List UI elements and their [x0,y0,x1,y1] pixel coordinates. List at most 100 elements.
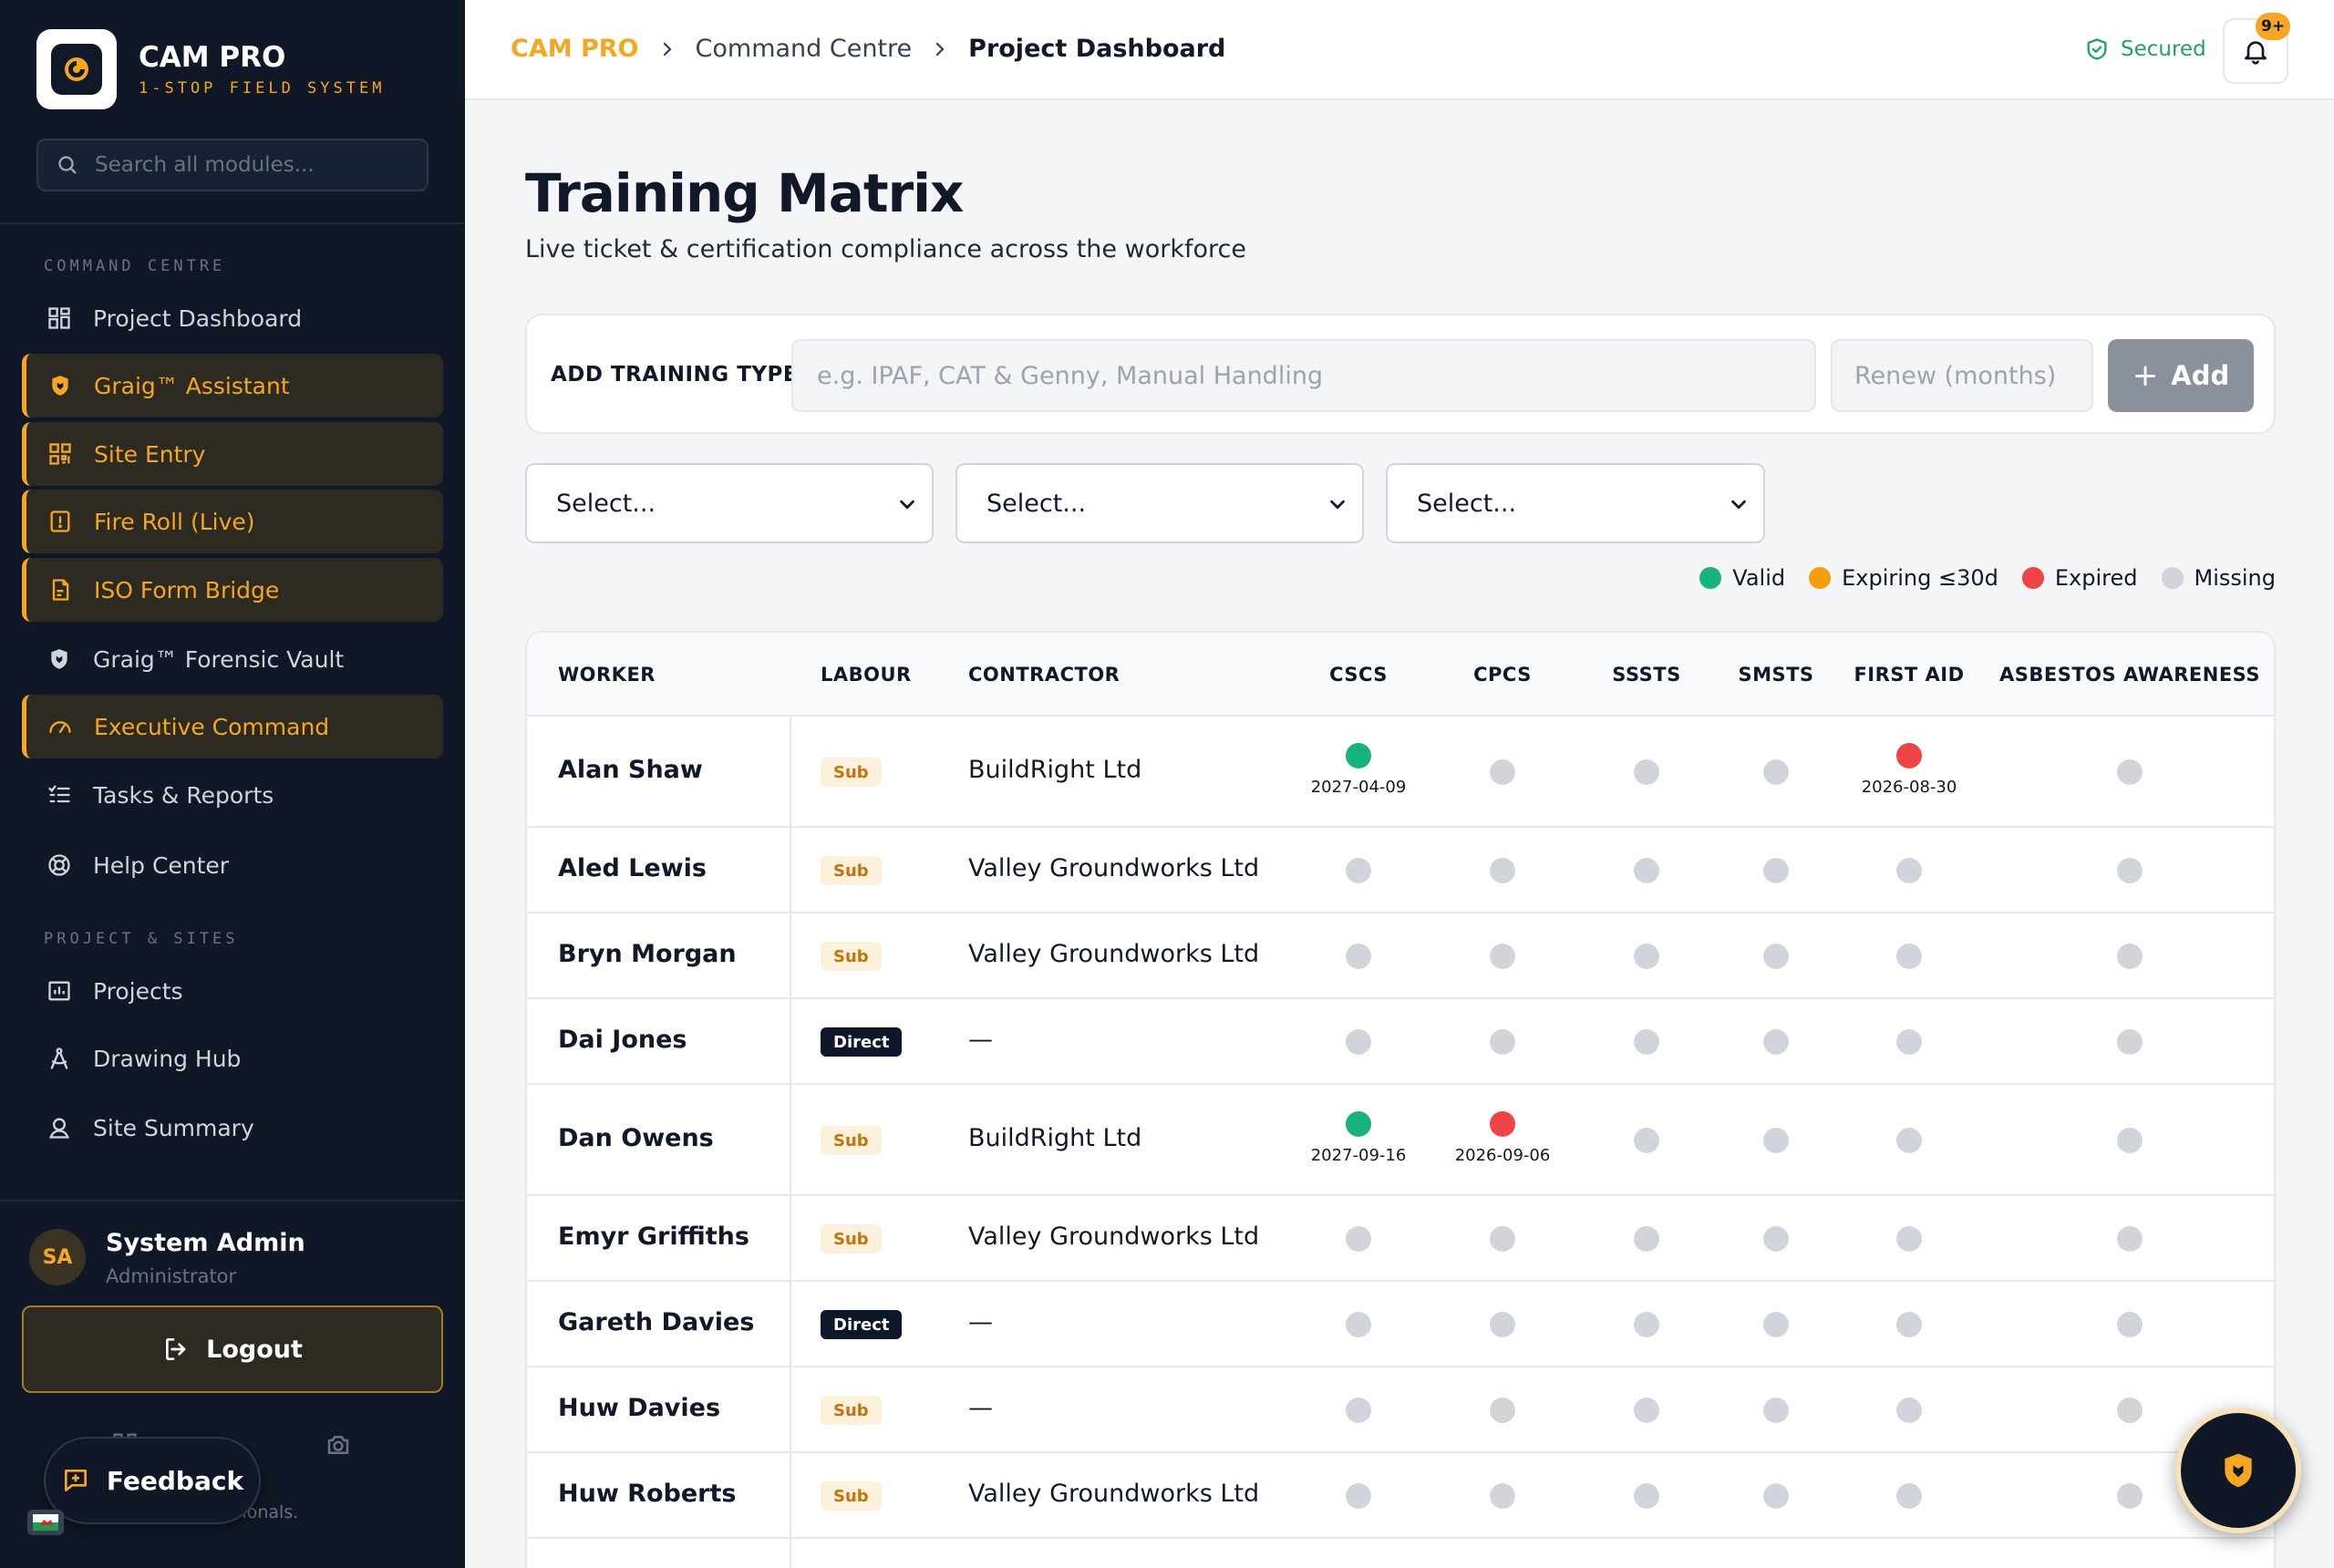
worker-name[interactable]: Emyr Griffiths [558,1222,749,1251]
status-cell[interactable]: 2026-08-30 [1818,743,2000,797]
status-cell[interactable] [1685,858,1867,883]
camera-icon[interactable] [325,1431,352,1462]
column-header-asbestos-awareness[interactable]: ASBESTOS AWARENESS [1999,664,2260,686]
status-cell[interactable] [1818,1483,2000,1509]
filter-select-2[interactable]: Select... [955,463,1364,543]
sidebar-item-executive-command[interactable]: Executive Command [22,695,443,758]
table-row[interactable]: Dai Jones Direct — [527,999,2274,1085]
status-cell[interactable] [1267,1226,1450,1252]
column-header-worker[interactable]: WORKER [558,664,656,686]
sidebar-item-projects[interactable]: Projects [22,959,443,1023]
status-cell[interactable] [1411,1312,1594,1337]
status-cell[interactable] [1411,858,1594,883]
status-cell[interactable] [1555,1128,1738,1153]
worker-name[interactable]: Bryn Morgan [558,940,737,968]
sidebar-item-project-dashboard[interactable]: Project Dashboard [22,286,443,350]
status-cell[interactable] [2039,1398,2221,1423]
status-cell[interactable] [1818,944,2000,969]
breadcrumb-home[interactable]: CAM PRO [511,35,639,63]
status-cell[interactable] [1685,1398,1867,1423]
status-cell[interactable]: 2027-04-09 [1267,743,1450,797]
status-cell[interactable] [1818,1312,2000,1337]
status-cell[interactable] [1267,1029,1450,1055]
brand[interactable]: CAM PRO 1-STOP FIELD SYSTEM [36,29,385,109]
status-cell[interactable]: 2026-09-06 [1411,1111,1594,1165]
status-cell[interactable] [2039,1029,2221,1055]
status-cell[interactable] [1267,858,1450,883]
status-cell[interactable] [2039,858,2221,883]
sidebar-item-graig-forensic-vault[interactable]: Graig™ Forensic Vault [22,627,443,691]
status-cell[interactable] [1411,759,1594,785]
status-cell[interactable] [1555,858,1738,883]
status-cell[interactable] [2039,1312,2221,1337]
column-header-labour[interactable]: LABOUR [821,664,912,686]
status-cell[interactable] [1411,944,1594,969]
sidebar-search-input[interactable]: Search all modules... [95,153,315,177]
status-cell[interactable] [1685,1312,1867,1337]
status-cell[interactable] [1555,1312,1738,1337]
sidebar-item-graig-assistant[interactable]: Graig™ Assistant [22,354,443,418]
worker-name[interactable]: Huw Roberts [558,1480,737,1508]
table-row[interactable]: Bryn Morgan Sub Valley Groundworks Ltd [527,913,2274,999]
worker-name[interactable]: Alan Shaw [558,756,703,784]
sidebar-item-fire-roll-live[interactable]: Fire Roll (Live) [22,490,443,553]
table-row[interactable]: Emyr Griffiths Sub Valley Groundworks Ltd [527,1196,2274,1282]
worker-name[interactable]: Huw Davies [558,1394,721,1422]
filter-select-1[interactable]: Select... [525,463,934,543]
column-header-cpcs[interactable]: CPCS [1473,664,1532,686]
status-cell[interactable] [2039,759,2221,785]
status-cell[interactable] [1267,944,1450,969]
status-cell[interactable] [1555,1029,1738,1055]
training-name-input[interactable] [791,339,1816,412]
table-row[interactable]: Gareth Davies Direct — [527,1282,2274,1367]
column-header-contractor[interactable]: CONTRACTOR [968,664,1121,686]
sidebar-item-iso-form-bridge[interactable]: ISO Form Bridge [22,558,443,622]
worker-name[interactable]: Dan Owens [558,1124,714,1152]
table-row[interactable]: Huw Davies Sub — [527,1367,2274,1453]
breadcrumb-command-centre[interactable]: Command Centre [695,35,913,63]
filter-select-3[interactable]: Select... [1386,463,1765,543]
assistant-fab-button[interactable] [2175,1408,2301,1533]
table-row[interactable]: Huw Roberts Sub Valley Groundworks Ltd [527,1453,2274,1539]
status-cell[interactable] [1267,1483,1450,1509]
status-cell[interactable] [1555,1226,1738,1252]
status-cell[interactable] [2039,1128,2221,1153]
feedback-button[interactable]: Feedback [44,1437,261,1524]
sidebar-item-tasks-reports[interactable]: Tasks & Reports [22,763,443,827]
status-cell[interactable] [2039,1483,2221,1509]
status-cell[interactable] [1555,1483,1738,1509]
worker-name[interactable]: Gareth Davies [558,1308,755,1336]
status-cell[interactable] [1818,1226,2000,1252]
sidebar-item-help-center[interactable]: Help Center [22,833,443,897]
status-cell[interactable] [1555,1398,1738,1423]
status-cell[interactable] [1685,759,1867,785]
status-cell[interactable] [1685,944,1867,969]
column-header-first-aid[interactable]: FIRST AID [1854,664,1965,686]
status-cell[interactable] [1685,1226,1867,1252]
logout-button[interactable]: Logout [22,1305,443,1393]
sidebar-item-drawing-hub[interactable]: Drawing Hub [22,1026,443,1090]
status-cell[interactable] [2039,944,2221,969]
avatar[interactable]: SA [29,1229,86,1285]
status-cell[interactable] [1267,1312,1450,1337]
sidebar-item-site-entry[interactable]: Site Entry [22,422,443,486]
status-cell[interactable] [1685,1483,1867,1509]
column-header-smsts[interactable]: SMSTS [1738,664,1814,686]
status-cell[interactable] [1818,858,2000,883]
table-row[interactable]: Aled Lewis Sub Valley Groundworks Ltd [527,828,2274,913]
status-cell[interactable] [2039,1226,2221,1252]
column-header-sssts[interactable]: SSSTS [1612,664,1681,686]
status-cell[interactable] [1267,1398,1450,1423]
status-cell[interactable] [1818,1029,2000,1055]
table-row[interactable]: Dan Owens Sub BuildRight Ltd 2027-09-16 2026… [527,1085,2274,1196]
status-cell[interactable] [1685,1128,1867,1153]
status-cell[interactable] [1411,1029,1594,1055]
status-cell[interactable] [1818,1398,2000,1423]
status-cell[interactable] [1411,1226,1594,1252]
status-cell[interactable] [1818,1128,2000,1153]
status-cell[interactable] [1685,1029,1867,1055]
status-cell[interactable] [1555,944,1738,969]
worker-name[interactable]: Aled Lewis [558,854,707,882]
renew-months-input[interactable] [1831,339,2093,412]
column-header-cscs[interactable]: CSCS [1329,664,1388,686]
